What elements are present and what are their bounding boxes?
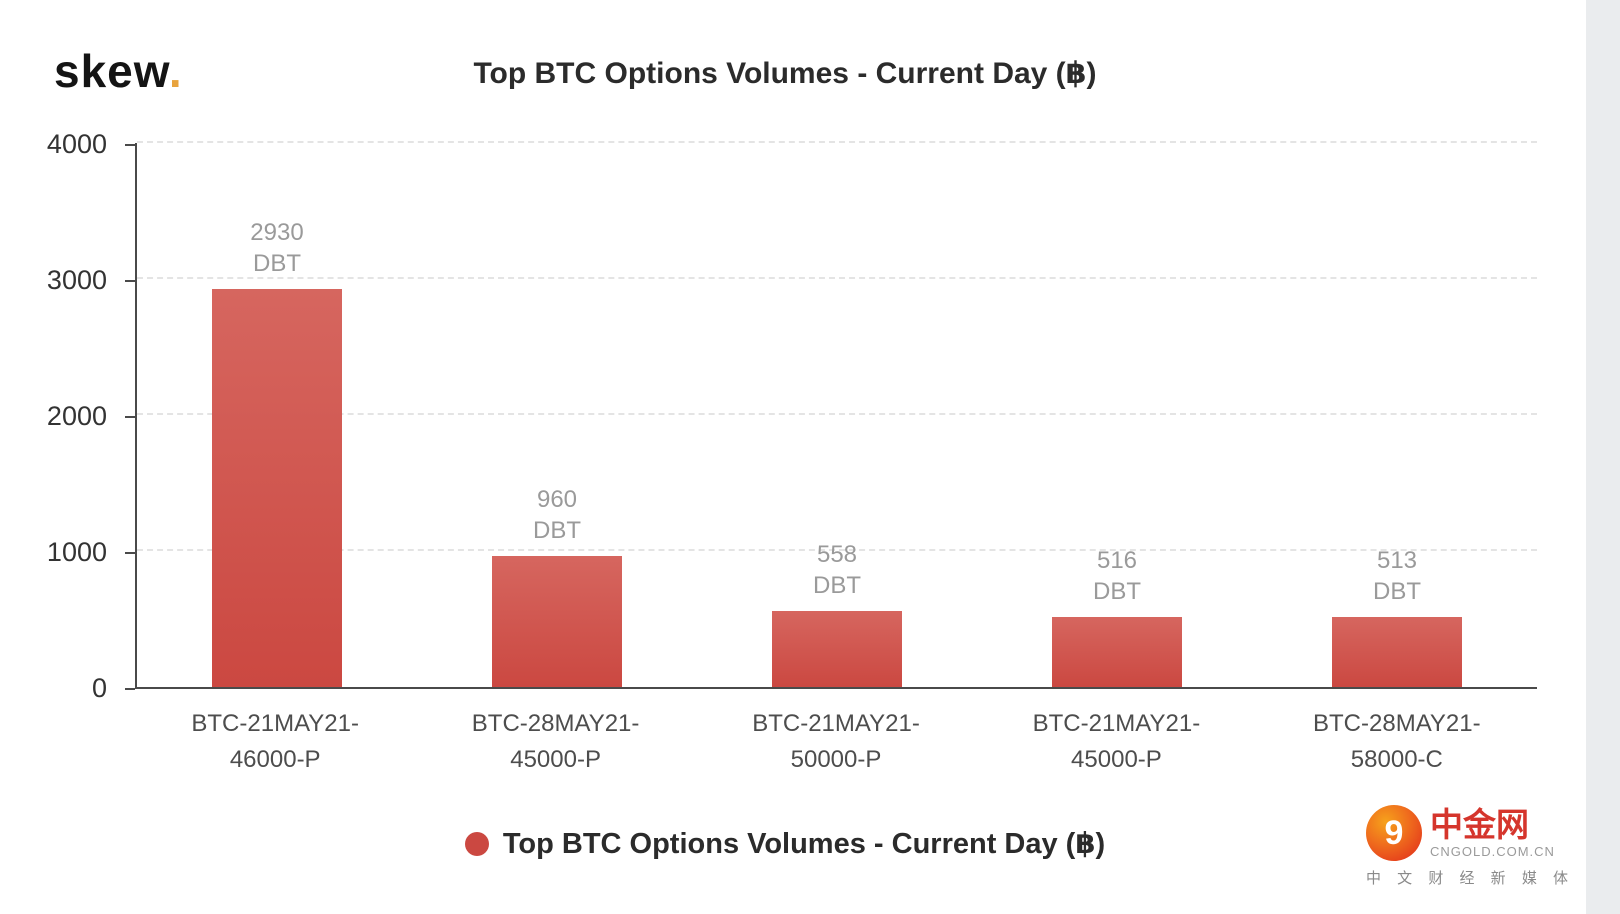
cngold-text-block: 中金网 CNGOLD.COM.CN	[1429, 805, 1555, 859]
y-tick	[125, 416, 135, 418]
cngold-name: 中金网	[1429, 805, 1529, 843]
gridline	[137, 141, 1537, 143]
x-category-label: BTC-21MAY21- 46000-P	[191, 710, 359, 773]
x-category-label: BTC-21MAY21- 50000-P	[752, 710, 920, 773]
skew-logo-text: skew	[54, 45, 169, 97]
y-tick-label: 0	[91, 673, 107, 703]
bar-value-label: 516 DBT	[1093, 546, 1141, 605]
gridline	[137, 549, 1537, 551]
bar-value-label: 513 DBT	[1373, 547, 1421, 606]
cngold-tagline: 中 文 财 经 新 媒 体	[1365, 870, 1574, 887]
bar-value-label: 2930 DBT	[250, 218, 304, 277]
y-tick	[125, 280, 135, 282]
x-axis-labels: BTC-21MAY21- 46000-P BTC-28MAY21- 45000-P…	[135, 706, 1537, 778]
bar[interactable]	[492, 556, 622, 687]
y-tick-label: 3000	[46, 265, 107, 295]
cngold-watermark-row: 9 中金网 CNGOLD.COM.CN	[1365, 805, 1574, 861]
gridline	[137, 277, 1537, 279]
bar-column: 960 DBT	[417, 143, 697, 687]
legend-marker	[464, 831, 489, 856]
y-tick	[125, 688, 135, 690]
y-tick-label: 2000	[46, 401, 107, 431]
y-tick	[125, 552, 135, 554]
bar-column: 516 DBT	[977, 143, 1257, 687]
y-tick-label: 4000	[46, 129, 107, 159]
y-axis: 0 1000 2000 3000 4000	[0, 129, 135, 703]
cngold-domain: CNGOLD.COM.CN	[1429, 843, 1555, 859]
y-tick-label: 1000	[46, 537, 107, 567]
plot-area: 2930 DBT 960 DBT 558 DBT 516 DBT 513 DBT	[135, 141, 1537, 689]
bar[interactable]	[1332, 617, 1462, 687]
bar-column: 2930 DBT	[137, 143, 417, 687]
x-category-label: BTC-21MAY21- 45000-P	[1032, 710, 1201, 773]
bar[interactable]	[212, 288, 342, 687]
page-right-gutter	[1586, 0, 1620, 914]
y-tick	[125, 144, 135, 146]
skew-logo: skew.	[54, 44, 183, 98]
bar-value-label: 558 DBT	[813, 541, 861, 600]
legend-label: Top BTC Options Volumes - Current Day (฿…	[502, 828, 1106, 860]
cngold-watermark: 9 中金网 CNGOLD.COM.CN 中 文 财 经 新 媒 体	[1365, 805, 1574, 888]
bar-column: 558 DBT	[697, 143, 977, 687]
cngold-logo-icon: 9	[1365, 805, 1422, 861]
bar-column: 513 DBT	[1257, 143, 1537, 687]
bar-value-label: 960 DBT	[533, 486, 581, 545]
x-category-label: BTC-28MAY21- 45000-P	[471, 710, 640, 773]
x-category-label: BTC-28MAY21- 58000-C	[1313, 710, 1481, 773]
gridline	[137, 413, 1537, 415]
bar[interactable]	[772, 611, 902, 687]
skew-logo-dot: .	[168, 45, 183, 97]
chart-title: Top BTC Options Volumes - Current Day (฿…	[473, 57, 1097, 90]
legend: Top BTC Options Volumes - Current Day (฿…	[0, 826, 1570, 861]
bar[interactable]	[1052, 616, 1182, 687]
